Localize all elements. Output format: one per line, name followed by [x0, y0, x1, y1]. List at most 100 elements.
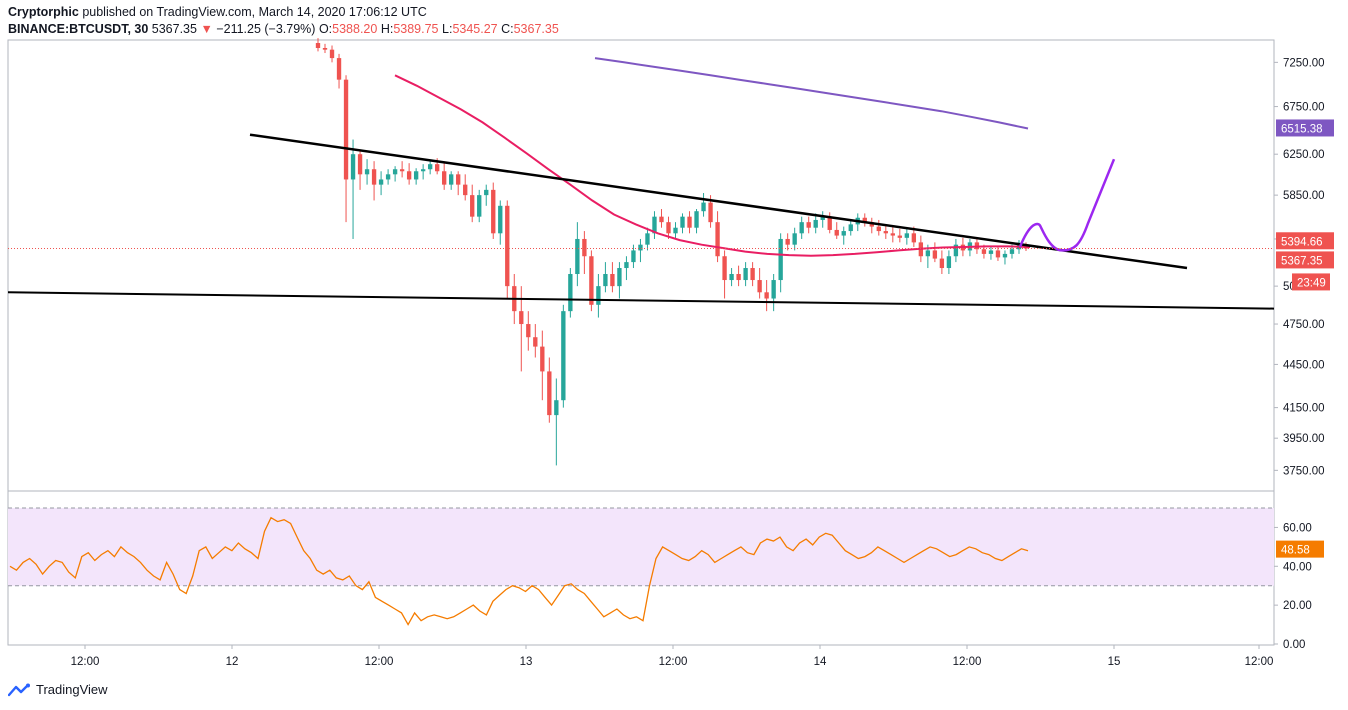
candle — [337, 54, 341, 89]
candle-body — [835, 230, 839, 236]
price-tag-label: 5394.66 — [1281, 236, 1323, 248]
candle-body — [673, 228, 677, 234]
y-tick-label: 6250.00 — [1283, 149, 1325, 161]
price-tag-label: 6515.38 — [1281, 123, 1323, 135]
candle-body — [540, 347, 544, 372]
candle-body — [708, 203, 712, 223]
candle — [414, 168, 418, 184]
candle-body — [344, 80, 348, 180]
candle — [617, 262, 621, 298]
candle — [842, 227, 846, 245]
candle — [933, 242, 937, 262]
candle — [743, 262, 747, 286]
candle — [330, 46, 334, 63]
candle-body — [877, 227, 881, 231]
candle-body — [659, 217, 663, 223]
candle — [996, 247, 1000, 261]
candle-body — [568, 274, 572, 311]
candle — [947, 250, 951, 274]
candle-body — [554, 400, 558, 415]
candle-body — [505, 206, 509, 286]
candle-body — [793, 233, 797, 244]
candle-body — [750, 268, 754, 280]
candle — [757, 268, 761, 298]
candle-body — [729, 274, 733, 280]
x-tick-label: 13 — [520, 656, 533, 668]
candle — [715, 211, 719, 262]
candle-body — [1010, 249, 1014, 254]
candle-body — [687, 217, 691, 228]
projection-path — [1020, 159, 1114, 250]
candle — [673, 222, 677, 239]
x-tick-label: 15 — [1108, 656, 1121, 668]
candle-body — [589, 256, 593, 305]
rsi-pane[interactable] — [8, 508, 1274, 625]
candle-body — [905, 233, 909, 238]
candle — [379, 171, 383, 195]
candle — [785, 233, 789, 250]
candle-body — [722, 256, 726, 280]
candle — [596, 274, 600, 318]
tradingview-logo[interactable]: TradingView — [8, 682, 108, 697]
candle — [750, 262, 754, 286]
x-tick-label: 12 — [226, 656, 239, 668]
candle — [680, 213, 684, 233]
candle-body — [596, 286, 600, 305]
candle-body — [582, 239, 586, 256]
candle-body — [898, 236, 902, 238]
price-tag-label: 5367.35 — [1281, 255, 1323, 267]
candle-body — [849, 224, 853, 231]
y-tick-label: 6750.00 — [1283, 102, 1325, 114]
candle-body — [575, 239, 579, 274]
candle-body — [610, 274, 614, 286]
candle — [849, 220, 853, 236]
candle-body — [996, 250, 1000, 257]
candle — [400, 161, 404, 177]
candle — [954, 239, 958, 262]
candle-body — [989, 250, 993, 253]
candle — [386, 169, 390, 184]
candle — [638, 239, 642, 262]
x-tick-label: 12:00 — [1245, 656, 1274, 668]
price-chart[interactable]: 7250.006750.006250.005850.005450.005050.… — [0, 0, 1348, 678]
candle-body — [400, 169, 404, 171]
candle-body — [330, 50, 334, 58]
candle-body — [491, 190, 495, 233]
candle — [835, 222, 839, 239]
candle-body — [947, 256, 951, 268]
rsi-tick-label: 20.00 — [1283, 600, 1312, 612]
candle — [407, 163, 411, 184]
candle-body — [428, 164, 432, 169]
candle-body — [891, 233, 895, 235]
candle-body — [715, 222, 719, 256]
candle-body — [933, 250, 937, 258]
price-tag-label: 23:49 — [1297, 277, 1326, 289]
candle-body — [498, 206, 502, 234]
candle — [891, 227, 895, 243]
candle — [800, 217, 804, 239]
candle — [442, 163, 446, 190]
candle-body — [736, 274, 740, 280]
candle-body — [484, 190, 488, 195]
tradingview-brand: TradingView — [36, 682, 108, 697]
candle — [610, 262, 614, 292]
price-tag: 5394.66 — [1276, 232, 1334, 249]
candle-body — [764, 292, 768, 298]
candle-body — [449, 174, 453, 184]
candle-body — [743, 268, 747, 280]
candle — [940, 250, 944, 274]
candle — [603, 262, 607, 292]
candle-body — [926, 250, 930, 256]
rsi-tick-label: 0.00 — [1283, 639, 1305, 651]
candle — [351, 140, 355, 239]
candle — [365, 159, 369, 184]
main-pane[interactable] — [8, 38, 1274, 465]
candle — [659, 209, 663, 228]
candle-body — [323, 48, 327, 50]
candle — [764, 280, 768, 311]
candle — [568, 268, 572, 318]
candle — [807, 217, 811, 234]
candle — [905, 229, 909, 245]
candle-body — [807, 222, 811, 228]
candle-body — [814, 220, 818, 228]
